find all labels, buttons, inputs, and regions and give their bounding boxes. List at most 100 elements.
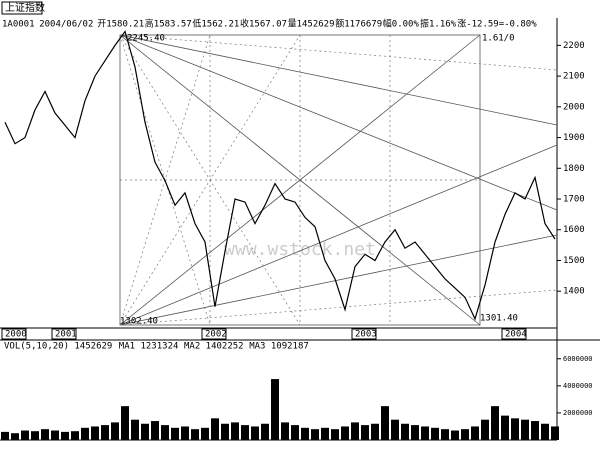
volume-bar (341, 426, 349, 440)
volume-bar (111, 422, 119, 440)
info-item: 幅0.00% (383, 18, 420, 30)
info-item: 2004/06/02 (39, 20, 93, 30)
volume-bar (11, 433, 19, 440)
volume-bar (481, 419, 489, 440)
y-tick-label: 1900 (563, 133, 585, 143)
volume-bar (171, 427, 179, 440)
volume-bar (1, 431, 9, 440)
x-tick-label: 2003 (355, 330, 377, 340)
volume-bar (521, 419, 529, 440)
volume-bar (461, 429, 469, 440)
volume-legend: MA1 1231324 (119, 342, 179, 352)
volume-bar (391, 419, 399, 440)
info-item: 1A0001 (2, 20, 35, 30)
volume-bar (41, 429, 49, 440)
volume-bar (91, 426, 99, 440)
y-tick-label: 1700 (563, 195, 585, 205)
price-line (4, 30, 556, 321)
volume-bar (511, 418, 519, 440)
info-item: 高1583.57 (145, 18, 192, 30)
volume-bar (411, 425, 419, 440)
volume-bar (81, 427, 89, 440)
watermark: www.wstock.net (224, 239, 376, 260)
volume-bar (141, 423, 149, 440)
volume-bar (31, 431, 39, 440)
volume-bar (71, 431, 79, 440)
volume-bar (21, 430, 29, 440)
volume-bar (211, 418, 219, 440)
y-tick-label: 2000000 (563, 409, 593, 417)
info-item: 收1567.07 (240, 18, 287, 30)
x-label-box (1, 328, 27, 340)
y-tick-label: 1500 (563, 256, 585, 266)
volume-bar (551, 426, 559, 440)
annotation: 2245.40 (127, 34, 165, 44)
annotation: 1302.40 (120, 317, 158, 327)
volume-bar (221, 423, 229, 440)
y-tick-label: 1400 (563, 287, 585, 297)
y-tick-label: 2000 (563, 102, 585, 112)
volume-legend: MA3 1092187 (249, 342, 309, 352)
volume-bar (381, 406, 389, 440)
x-tick-label: 2001 (55, 330, 77, 340)
volume-bar (251, 426, 259, 440)
y-tick-label: 1800 (563, 164, 585, 174)
volume-bar (441, 429, 449, 440)
volume-legend: MA2 1402252 (184, 342, 244, 352)
volume-bar (161, 425, 169, 440)
volume-bar (501, 415, 509, 440)
volume-bar (191, 429, 199, 440)
info-item: 量1452629 (288, 19, 335, 30)
x-tick-label: 2000 (5, 330, 27, 340)
annotation: 1301.40 (480, 314, 518, 324)
title: 上证指数 (5, 1, 45, 14)
volume-legend: VOL(5,10,20) (4, 342, 69, 352)
volume-bar (51, 430, 59, 440)
x-label-box (201, 328, 227, 340)
volume-bar (321, 427, 329, 440)
y-tick-label: 1600 (563, 225, 585, 235)
volume-bar (471, 426, 479, 440)
info-item: 低1562.21 (192, 18, 239, 30)
volume-legend: 1452629 (74, 342, 112, 352)
volume-bar (121, 406, 129, 440)
volume-bar (331, 429, 339, 440)
volume-bar (241, 425, 249, 440)
x-label-box (51, 328, 77, 340)
x-label-box (501, 328, 527, 340)
info-item: 振1.16% (420, 18, 457, 30)
title-box (1, 1, 43, 15)
y-tick-label: 2200 (563, 41, 585, 51)
volume-bar (201, 427, 209, 440)
info-item: 额1176679 (335, 18, 382, 30)
info-item: 开1580.21 (97, 19, 144, 30)
volume-bar (431, 427, 439, 440)
volume-bar (61, 431, 69, 440)
info-item: 涨-12.59=-0.80% (457, 19, 537, 30)
volume-bar (101, 425, 109, 440)
volume-bar (451, 430, 459, 440)
volume-bar (531, 421, 539, 440)
y-tick-label: 4000000 (563, 382, 593, 390)
volume-bar (291, 425, 299, 440)
volume-bar (311, 429, 319, 440)
volume-bar (491, 406, 499, 440)
volume-bar (421, 426, 429, 440)
y-tick-label: 6000000 (563, 355, 593, 363)
volume-bar (541, 423, 549, 440)
volume-bar (181, 426, 189, 440)
volume-bar (231, 422, 239, 440)
annotation: 1.61/0 (482, 34, 515, 44)
volume-bar (371, 423, 379, 440)
volume-bar (351, 422, 359, 440)
volume-bar (131, 419, 139, 440)
x-tick-label: 2004 (505, 330, 527, 340)
volume-bar (301, 427, 309, 440)
x-tick-label: 2002 (205, 330, 227, 340)
volume-bar (261, 423, 269, 440)
volume-bar (271, 379, 279, 440)
volume-bar (401, 423, 409, 440)
volume-bar (151, 421, 159, 440)
x-label-box (351, 328, 377, 340)
